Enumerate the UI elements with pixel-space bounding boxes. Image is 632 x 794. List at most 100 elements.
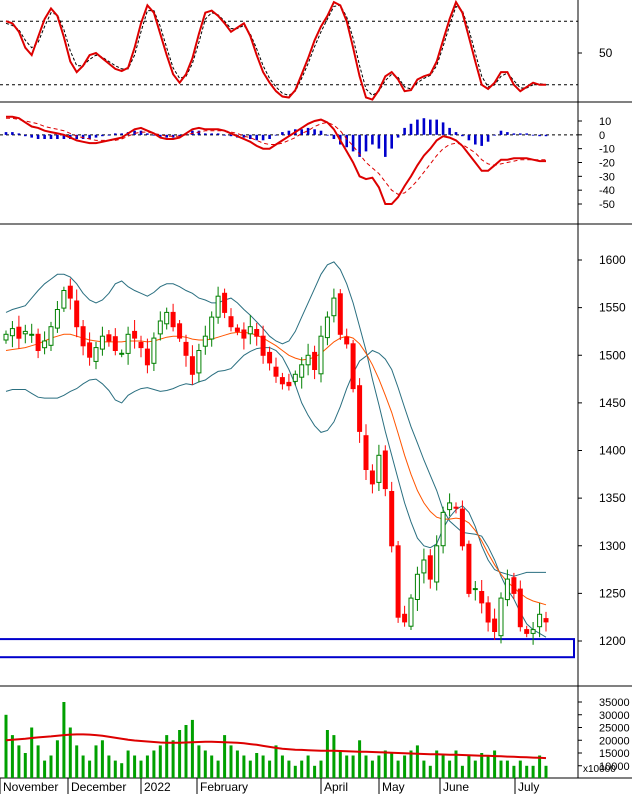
candle-body — [511, 577, 517, 594]
candle-body — [466, 543, 472, 594]
candle-body — [318, 335, 324, 375]
candle-body — [530, 629, 536, 634]
volume-bar — [165, 735, 169, 778]
volume-bar — [178, 730, 182, 778]
volume-bar — [538, 755, 542, 778]
volume-bar — [120, 763, 124, 778]
volume-bar — [293, 765, 297, 779]
candle-body — [16, 326, 22, 339]
macd-hist-bar — [300, 129, 303, 135]
candle-body — [42, 340, 48, 349]
volume-bar — [287, 760, 291, 778]
macd-hist-bar — [255, 134, 258, 141]
volume-bar — [248, 760, 252, 778]
stoch-k-line — [5, 0, 546, 101]
macd-hist-bar — [114, 133, 117, 135]
candle-body — [112, 336, 118, 352]
macd-hist-bar — [441, 122, 445, 135]
macd-hist-bar — [345, 134, 348, 148]
candle-body — [67, 285, 73, 299]
volume-bar — [345, 755, 349, 778]
volume-bar — [544, 765, 548, 779]
candle-body — [524, 629, 530, 634]
volume-bar — [55, 740, 59, 779]
volume-bar — [274, 745, 278, 778]
macd-hist-bar — [139, 130, 143, 135]
volume-bar — [49, 755, 53, 778]
candle-body — [209, 316, 215, 340]
macd-hist-bar — [512, 133, 516, 135]
macd-hist-bar — [49, 134, 53, 139]
macd-hist-bar — [416, 119, 419, 135]
volume-bar — [403, 755, 407, 778]
candle-body — [357, 385, 363, 432]
price-tick-label-6: 1300 — [599, 539, 626, 553]
candle-body — [241, 329, 247, 339]
volume-bar — [383, 750, 387, 778]
macd-tick-label-6: -50 — [599, 199, 615, 211]
candle-body — [189, 356, 195, 375]
macd-hist-bar — [319, 130, 323, 135]
volume-bar — [351, 755, 355, 778]
candle-body — [99, 335, 105, 350]
volume-bar — [145, 755, 149, 778]
macd-hist-bar — [159, 134, 162, 138]
macd-hist-bar — [281, 132, 284, 135]
macd-tick-label-2: -10 — [599, 144, 615, 156]
volume-bar — [216, 760, 220, 778]
candle-body — [427, 555, 433, 580]
candle-body — [144, 348, 150, 366]
volume-bar — [338, 750, 342, 778]
volume-bar — [428, 765, 432, 779]
candle-body — [151, 337, 157, 364]
volume-bar — [158, 745, 162, 778]
price-tick-label-0: 1600 — [599, 253, 626, 267]
candle-body — [492, 618, 498, 632]
bollinger-upper — [5, 261, 546, 577]
macd-hist-bar — [197, 130, 201, 135]
stoch-tick-label-0: 50 — [599, 46, 613, 60]
macd-hist-bar — [531, 134, 535, 136]
price-tick-label-1: 1550 — [599, 301, 626, 315]
candle-body — [125, 333, 131, 354]
candle-body — [459, 508, 465, 547]
volume-bar — [505, 760, 509, 778]
macd-hist-bar — [30, 134, 33, 138]
volume-bar — [268, 760, 272, 778]
volume-bar — [480, 753, 484, 778]
macd-hist-bar — [493, 134, 496, 136]
macd-hist-bar — [216, 133, 220, 135]
macd-hist-bar — [409, 123, 413, 135]
macd-hist-bar — [525, 133, 528, 135]
volume-bar — [113, 760, 117, 778]
candle-body — [183, 341, 189, 356]
volume-ma-line — [5, 733, 547, 760]
x-tick-label-0: November — [3, 780, 58, 794]
macd-hist-bar — [396, 134, 400, 138]
volume-bar — [396, 760, 400, 778]
volume-bar — [255, 753, 259, 778]
macd-hist-bar — [133, 130, 136, 135]
volume-tick-label-1: 30000 — [599, 710, 630, 722]
candle-body — [543, 618, 549, 623]
volume-tick-label-2: 25000 — [599, 723, 630, 735]
macd-hist-bar — [384, 134, 387, 157]
volume-bar — [473, 760, 477, 778]
volume-bar — [190, 719, 194, 778]
candle-body — [299, 364, 305, 378]
candle-body — [376, 454, 382, 483]
candle-body — [389, 491, 395, 547]
candle-body — [421, 559, 427, 574]
candle-body — [331, 297, 337, 317]
volume-tick-label-0: 35000 — [599, 697, 630, 709]
candle-body — [234, 327, 240, 332]
price-tick-label-2: 1500 — [599, 348, 626, 362]
macd-hist-bar — [313, 129, 316, 135]
candle-body — [408, 597, 414, 627]
volume-bar — [448, 760, 452, 778]
candle-body — [132, 330, 138, 339]
volume-bar — [441, 755, 445, 778]
volume-unit-label: x10000 — [583, 764, 616, 775]
candle-body — [215, 295, 221, 318]
macd-hist-bar — [17, 133, 21, 135]
